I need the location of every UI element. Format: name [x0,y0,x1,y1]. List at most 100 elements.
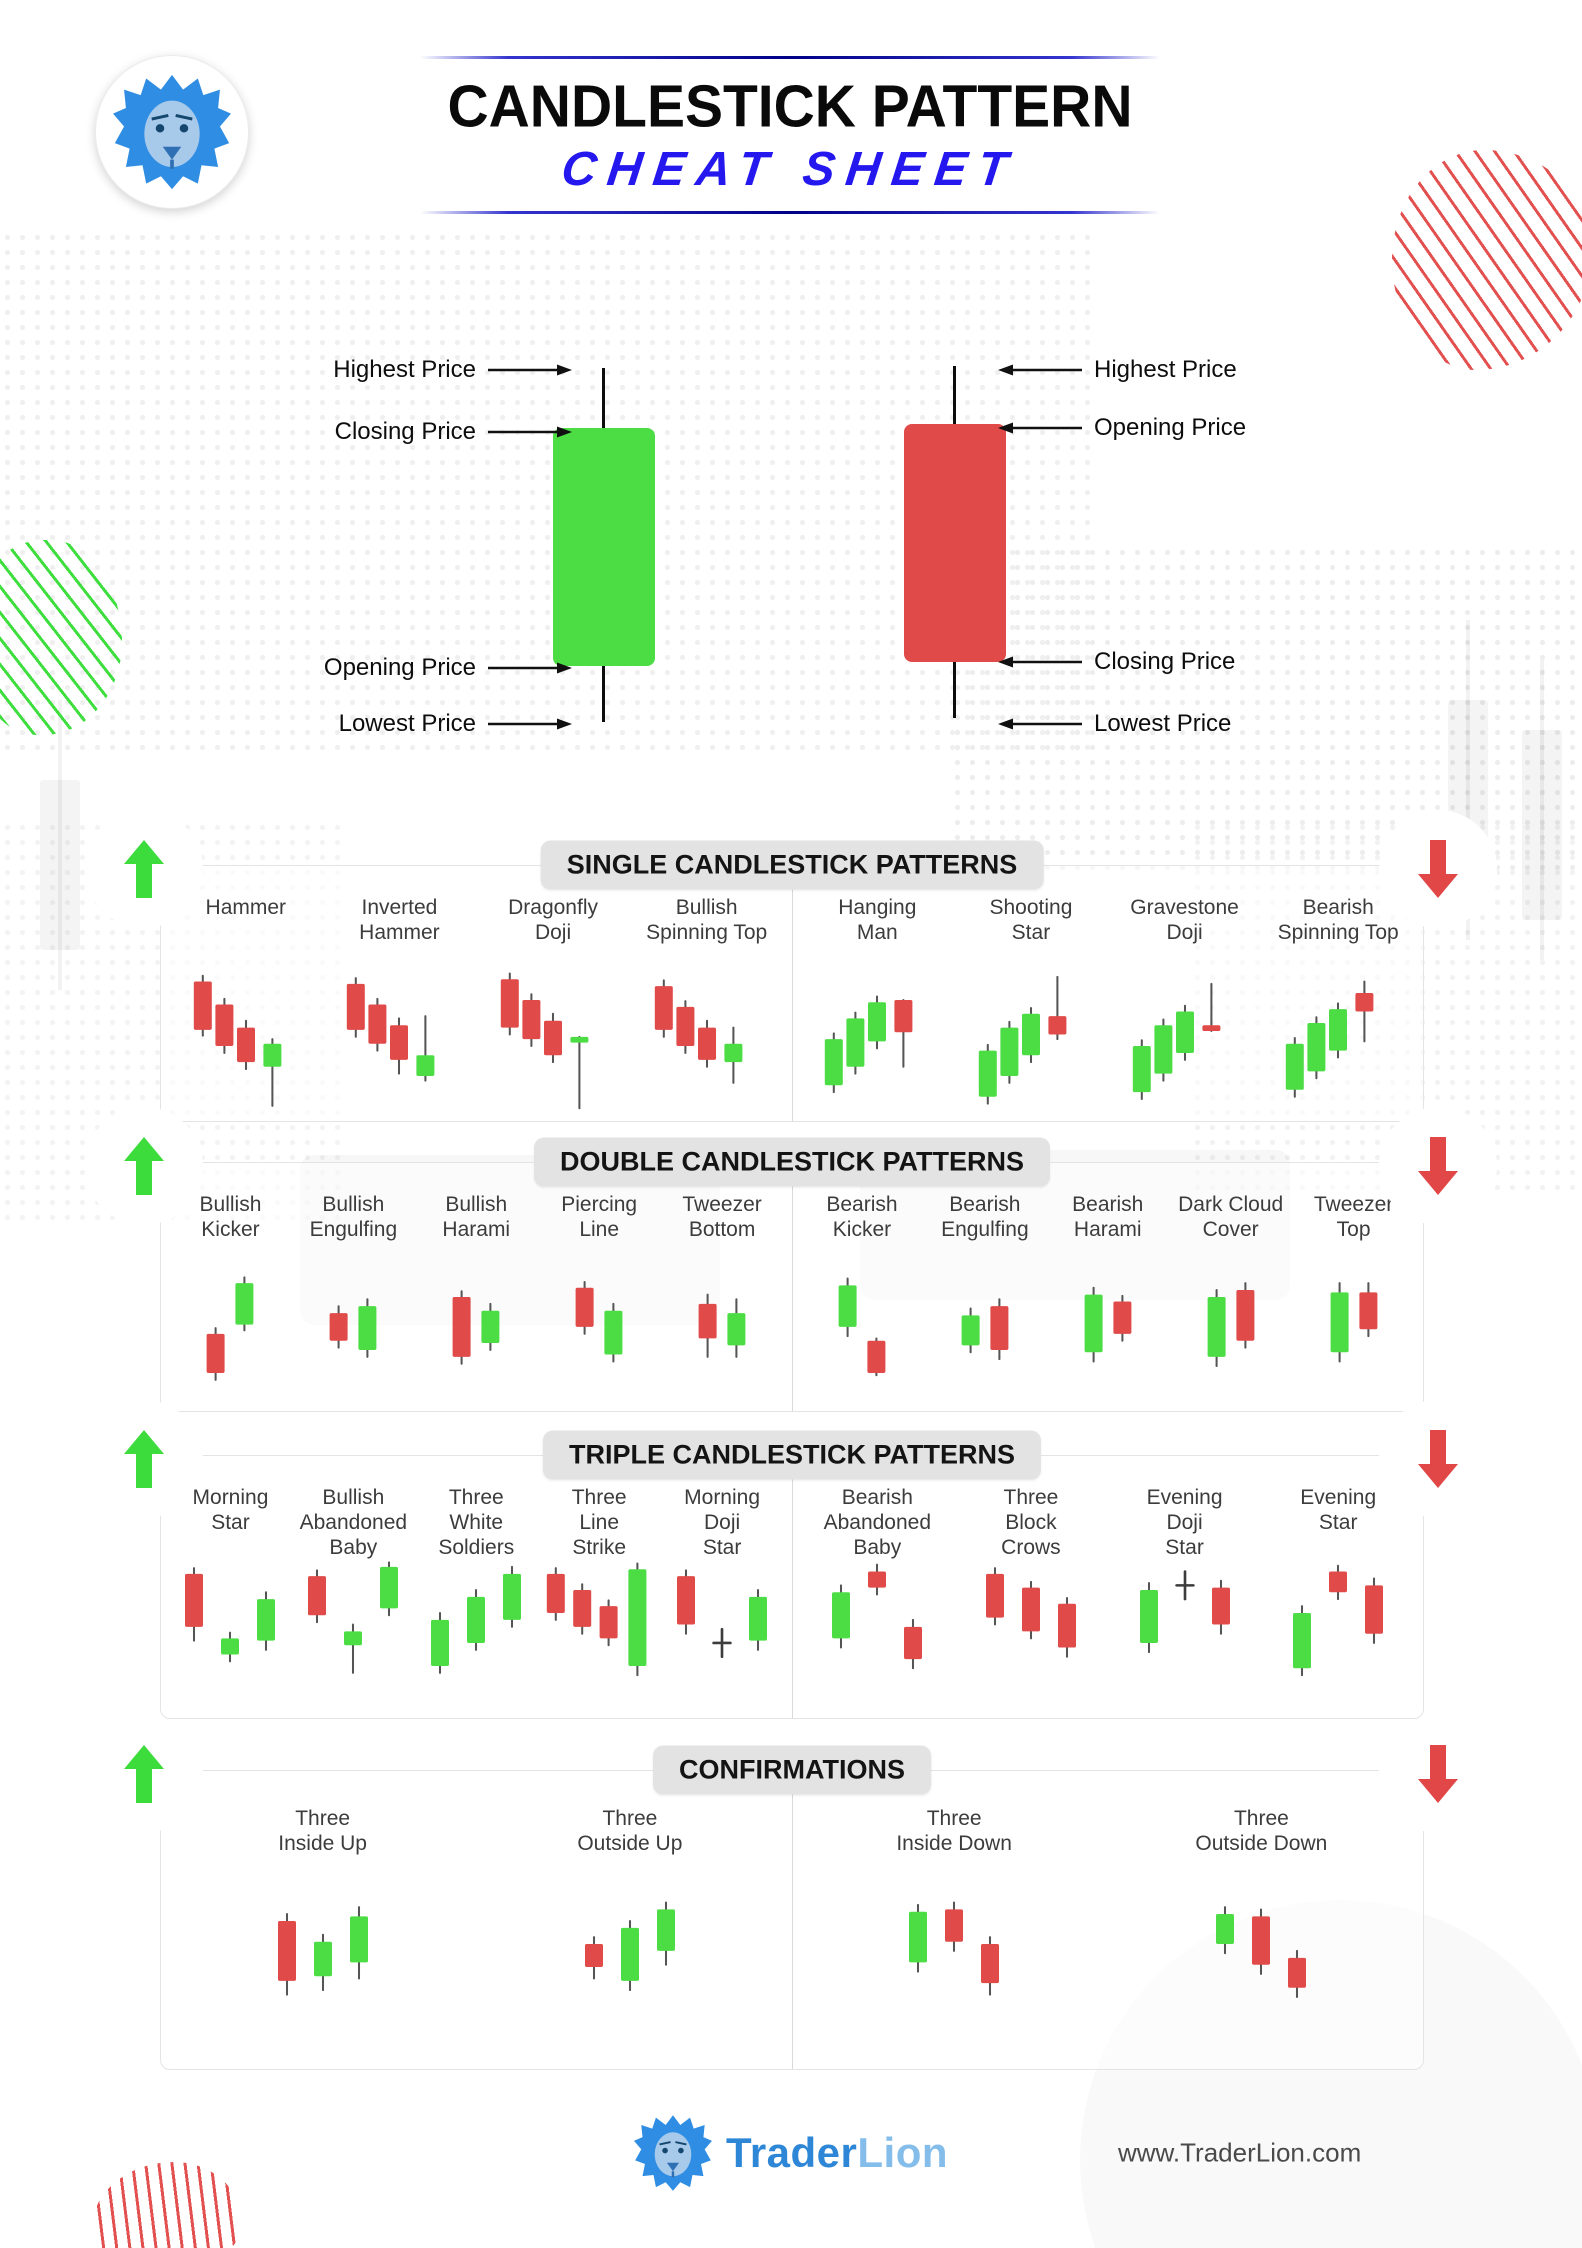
brand-trader: Trader [725,2129,858,2176]
pattern-gravestone-doji: Gravestone Doji [1108,896,1262,1114]
candlestick-chart [1294,1267,1414,1411]
right-arrow-icon [488,426,572,438]
annotation-opening-price: Opening Price [0,653,572,683]
green-up-arrow-icon [124,1430,164,1488]
pattern-name: Bearish Abandoned Baby [823,1486,932,1559]
bullish-arrow-circle [85,1400,203,1518]
pattern-hanging-man: Hanging Man [801,896,955,1114]
pattern-name: Bearish Spinning Top [1277,896,1399,944]
bearish-patterns-half: Bearish Abandoned Baby Three Block Crows… [791,1456,1424,1718]
pattern-name: Bearish Harami [1072,1193,1144,1241]
decorative-line-bottom [420,211,1160,214]
pattern-name: Hanging Man [838,896,917,944]
background-watermark [1540,660,1544,960]
pattern-inverted-hammer: Inverted Hammer [323,896,477,1114]
candlestick-chart [802,1267,922,1411]
pattern-name: Three Block Crows [1001,1486,1061,1559]
pattern-name: Three Line Strike [571,1486,627,1559]
bullish-patterns-half: Hammer Inverted Hammer Dragonfly Doji Bu… [161,866,792,1121]
pattern-three-white-soldiers: Three White Soldiers [415,1486,538,1704]
annotation-lowest-price: Lowest Price [998,709,1231,739]
pattern-three-outside-down: Three Outside Down [1108,1807,1415,2035]
candlestick-chart [1125,1560,1245,1704]
background-watermark [1522,730,1562,920]
pattern-bullish-engulfing: Bullish Engulfing [292,1193,415,1411]
section-title: SINGLE CANDLESTICK PATTERNS [540,840,1044,890]
pattern-name: Hammer [205,896,287,919]
pattern-name: Shooting Star [989,896,1073,944]
bearish-patterns-half: Three Inside Down Three Outside Down [791,1771,1424,2069]
candlestick-chart [1048,1267,1168,1411]
candlestick-chart [170,1560,290,1704]
pattern-bullish-abandoned-baby: Bullish Abandoned Baby [292,1486,415,1704]
lion-icon [634,2114,712,2192]
bullish-arrow-circle [85,1715,203,1833]
candlestick-chart [339,970,459,1114]
bearish-patterns-half: Bearish Kicker Bearish Engulfing Bearish… [791,1163,1424,1411]
pattern-name: Bullish Spinning Top [646,896,768,944]
green-hatch-decoration [0,540,122,735]
annotation-closing-price: Closing Price [998,647,1235,677]
annotation-label: Highest Price [333,356,476,383]
website-url: www.TraderLion.com [1118,2137,1362,2168]
candlestick-chart [539,1560,659,1704]
pattern-name: Three Outside Down [1195,1807,1328,1855]
bearish-arrow-circle [1379,1715,1497,1833]
candlestick-chart [186,970,306,1114]
pattern-three-line-strike: Three Line Strike [538,1486,661,1704]
candlestick-chart [570,1891,690,2035]
annotation-label: Opening Price [1094,414,1247,441]
pattern-name: Bullish Harami [442,1193,511,1241]
pattern-bearish-spinning-top: Bearish Spinning Top [1261,896,1415,1114]
pattern-bearish-abandoned-baby: Bearish Abandoned Baby [801,1486,955,1704]
bearish-arrow-circle [1379,1107,1497,1225]
candlestick-chart [971,970,1091,1114]
lion-icon [113,73,231,191]
candlestick-chart [894,1891,1014,2035]
pattern-name: Three Inside Up [278,1807,367,1855]
candlestick-chart [662,1560,782,1704]
annotation-label: Closing Price [334,418,476,445]
pattern-name: Piercing Line [561,1193,638,1241]
pattern-three-outside-up: Three Outside Up [476,1807,783,2035]
bullish-arrow-circle [85,810,203,928]
brand-lion: Lion [857,2129,949,2176]
candlestick-chart [1278,1560,1398,1704]
pattern-tweezer-bottom: Tweezer Bottom [661,1193,784,1411]
pattern-bearish-engulfing: Bearish Engulfing [923,1193,1046,1411]
section-title: DOUBLE CANDLESTICK PATTERNS [534,1137,1050,1187]
red-down-arrow-icon [1418,1137,1458,1195]
annotation-label: Opening Price [323,654,476,681]
candlestick-chart [416,1267,536,1411]
pattern-name: Morning Star [192,1486,269,1534]
red-hatch-decoration [1392,150,1582,370]
pattern-evening-doji-star: Evening Doji Star [1108,1486,1262,1704]
green-up-arrow-icon [124,1137,164,1195]
pattern-name: Inverted Hammer [359,896,440,944]
pattern-dark-cloud-cover: Dark Cloud Cover [1169,1193,1292,1411]
candlestick-chart [416,1560,536,1704]
pattern-name: Bullish Kicker [199,1193,262,1241]
bearish-patterns-half: Hanging Man Shooting Star Gravestone Doj… [791,866,1424,1121]
bearish-arrow-circle [1379,810,1497,928]
pattern-hammer: Hammer [169,896,323,1114]
annotation-highest-price: Highest Price [0,355,572,385]
green-up-arrow-icon [124,840,164,898]
page-title: CANDLESTICK PATTERN [447,73,1133,141]
pattern-dragonfly-doji: Dragonfly Doji [476,896,630,1114]
left-arrow-icon [998,656,1082,668]
section-double-candlestick-patterns: DOUBLE CANDLESTICK PATTERNS Bullish Kick… [85,1107,1497,1412]
pattern-name: Three Outside Up [577,1807,683,1855]
candlestick-chart [1171,1267,1291,1411]
pattern-name: Tweezer Bottom [682,1193,762,1241]
annotation-lowest-price: Lowest Price [0,709,572,739]
pattern-three-block-crows: Three Block Crows [954,1486,1108,1704]
candlestick-chart [647,970,767,1114]
annotation-label: Lowest Price [1094,710,1232,737]
right-arrow-icon [488,718,572,730]
traderlion-logo [95,55,249,209]
right-arrow-icon [488,364,572,376]
bullish-patterns-half: Morning Star Bullish Abandoned Baby Thre… [161,1456,792,1718]
brand-name: TraderLion [726,2129,948,2177]
bearish-candle-body [904,424,1006,662]
